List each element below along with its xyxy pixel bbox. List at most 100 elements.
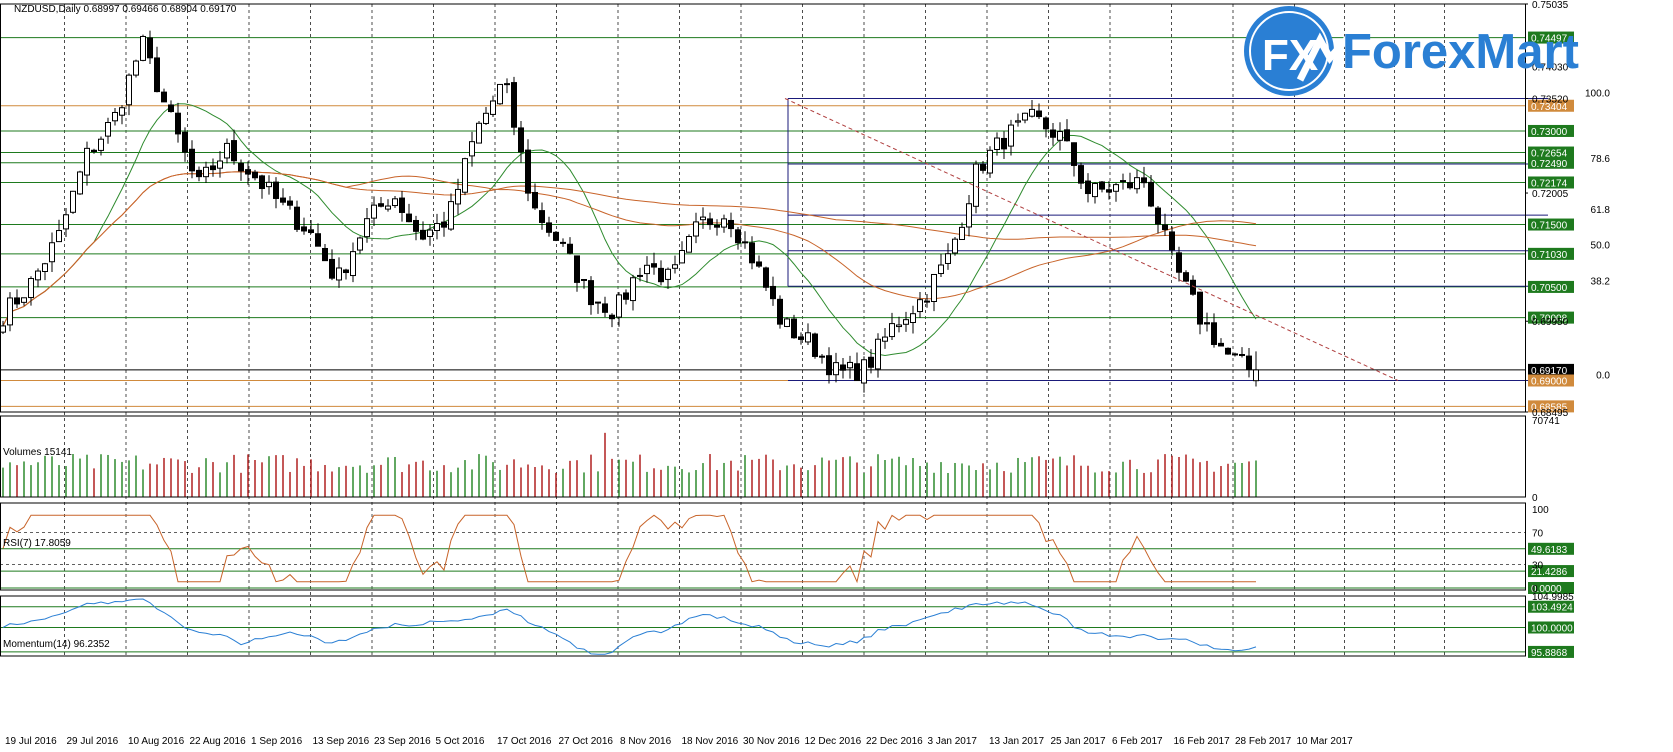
level-tag-text: 0.70008 (1531, 314, 1568, 325)
level-tag-text: 0.69000 (1531, 376, 1568, 387)
candle (651, 263, 657, 268)
candle (63, 214, 69, 230)
level-tag-text: 0.74497 (1531, 34, 1568, 45)
candle (21, 297, 27, 303)
time-axis-label: 10 Aug 2016 (128, 736, 185, 747)
candle (1113, 184, 1119, 192)
candle (693, 221, 699, 237)
candle (973, 163, 979, 207)
horizontal-levels (0, 37, 1525, 407)
candle (315, 233, 321, 247)
candle (280, 197, 286, 203)
level-tag (1528, 363, 1574, 376)
candle (1127, 182, 1133, 189)
ma-mid (2, 171, 1257, 327)
candle (1169, 231, 1175, 251)
time-axis-label: 22 Dec 2016 (866, 736, 923, 747)
level-tag (1528, 218, 1574, 231)
candle (854, 363, 860, 382)
level-tag-text: 0.73000 (1531, 127, 1568, 138)
fib-level-label: 78.6 (1591, 154, 1611, 165)
candle (966, 203, 972, 228)
candle (238, 162, 244, 172)
candle (714, 224, 720, 228)
candle (28, 278, 34, 299)
candle (1085, 180, 1091, 195)
candle (161, 91, 167, 103)
candle (525, 149, 531, 194)
level-tag-text: 0.72490 (1531, 159, 1568, 170)
candle (840, 364, 846, 371)
volumes-pane: 70741 0 (2, 416, 1560, 504)
candle (833, 362, 839, 376)
price-tick-label: 0.72005 (1532, 189, 1569, 200)
candle (154, 57, 160, 93)
candle (560, 241, 566, 244)
grid (64, 4, 1445, 656)
candle (7, 297, 13, 326)
candle (105, 122, 111, 137)
candle (749, 242, 755, 264)
candle (658, 267, 664, 283)
level-tag (1528, 280, 1574, 293)
time-axis-label: 25 Jan 2017 (1051, 736, 1106, 747)
candle (1008, 124, 1014, 147)
price-tick-label: 0.69950 (1532, 317, 1569, 328)
level-tag-text: 0.69170 (1531, 366, 1568, 377)
candle (245, 169, 251, 175)
volume-axis-label: 0 (1532, 493, 1538, 504)
candle (1253, 369, 1259, 382)
candle (644, 264, 650, 275)
price-tick-label: 0.75035 (1532, 0, 1569, 11)
candle (357, 237, 363, 251)
candle (14, 297, 20, 305)
candle (1162, 224, 1168, 231)
candle (735, 229, 741, 244)
pane-frames (0, 3, 1526, 657)
candle (371, 204, 377, 219)
logo-name: ForexMart (1342, 25, 1579, 79)
pane-frame (0, 3, 1526, 413)
time-axis-label: 16 Feb 2017 (1174, 736, 1231, 747)
candle (910, 313, 916, 324)
moving-averages (2, 103, 1257, 357)
rsi-level-tag-text: 0.0000 (1531, 584, 1562, 595)
rsi-level-tag-text: 21.4286 (1531, 567, 1568, 578)
rsi-level-tag-text: 49.6183 (1531, 545, 1568, 556)
candle (322, 247, 328, 262)
level-tag (1528, 311, 1574, 324)
candle (679, 250, 685, 264)
pane-frame (0, 502, 1526, 591)
candle (98, 138, 104, 151)
candle (1155, 207, 1161, 225)
candle (112, 111, 118, 122)
time-axis: 19 Jul 2016 29 Jul 2016 10 Aug 2016 22 Aug … (5, 736, 1353, 747)
candle (133, 60, 139, 76)
candle (987, 149, 993, 174)
candle (84, 147, 90, 176)
candle (217, 160, 223, 169)
candle (595, 301, 601, 304)
candle (588, 280, 594, 306)
candle (56, 230, 62, 243)
time-axis-label: 28 Feb 2017 (1235, 736, 1292, 747)
rsi-axis-label: 100 (1532, 505, 1549, 516)
candle (252, 171, 258, 179)
candle (924, 300, 930, 303)
momentum-line (2, 598, 1257, 655)
volume-axis-label: 70741 (1532, 416, 1560, 427)
rsi-line (2, 514, 1256, 584)
momentum-pane: 103.4924 100.0000 95.8868 104.9985 (0, 592, 1574, 659)
candle (539, 210, 545, 223)
candle (980, 164, 986, 171)
candle (1057, 130, 1063, 141)
candle (210, 165, 216, 171)
time-axis-label: 18 Nov 2016 (682, 736, 739, 747)
candle (875, 338, 881, 370)
candle (1239, 353, 1245, 356)
candle (1015, 120, 1021, 123)
candle (175, 112, 181, 135)
time-axis-label: 5 Oct 2016 (436, 736, 485, 747)
volumes-label: Volumes 15141 (3, 447, 72, 458)
